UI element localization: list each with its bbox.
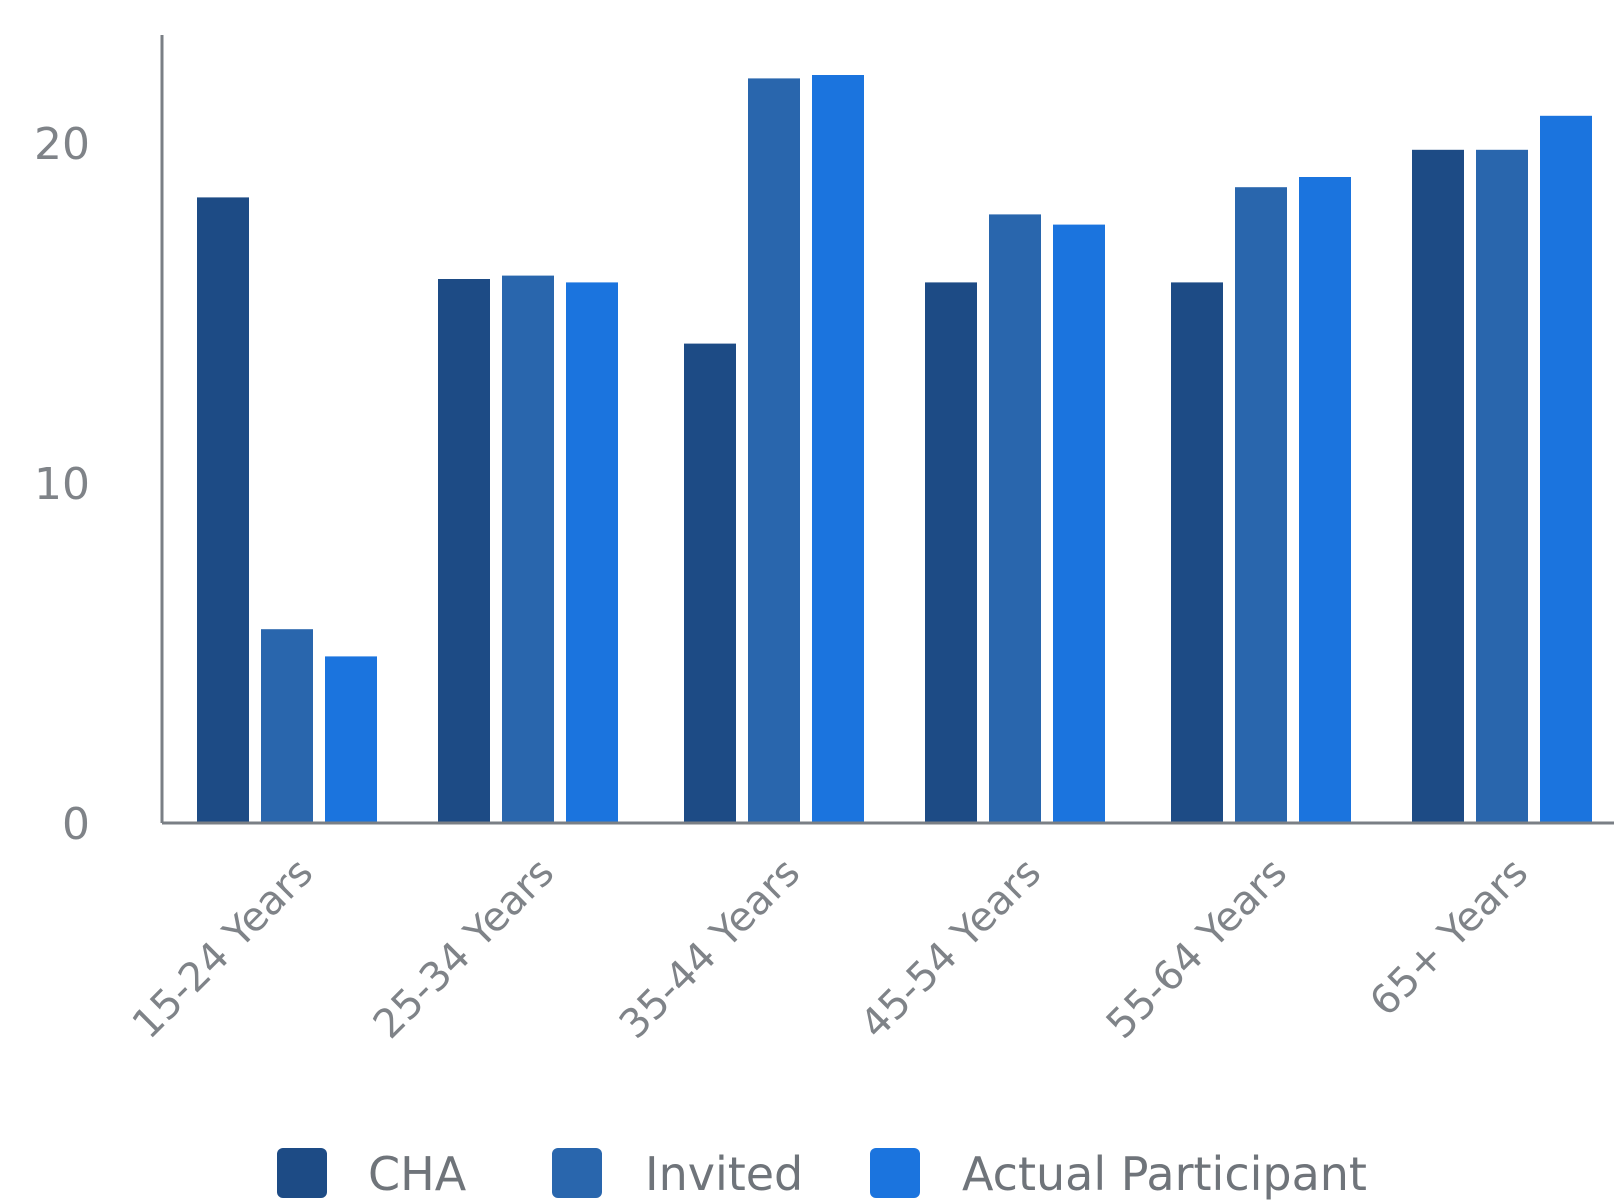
x-category-label: 25-34 Years: [365, 850, 563, 1048]
bar-series-group: [197, 75, 1592, 824]
bar-cha: [684, 343, 736, 823]
legend-swatch-cha: [277, 1148, 327, 1198]
bar-invited: [1476, 149, 1528, 824]
bar-invited: [502, 275, 554, 824]
bar-invited: [261, 629, 313, 823]
legend-label-actual-participant: Actual Participant: [962, 1147, 1367, 1201]
legend: CHA Invited Actual Participant: [277, 1147, 1367, 1201]
bar-actual-participant: [1540, 115, 1592, 824]
y-tick-label: 20: [34, 119, 90, 170]
bar-cha: [438, 279, 490, 823]
bar-actual-participant: [812, 75, 864, 823]
x-category-label: 45-54 Years: [852, 850, 1050, 1048]
legend-label-invited: Invited: [645, 1147, 803, 1201]
x-category-label: 65+ Years: [1361, 850, 1537, 1026]
legend-swatch-invited: [552, 1148, 602, 1198]
bar-cha: [197, 197, 249, 823]
legend-swatch-actual-participant: [870, 1148, 920, 1198]
x-axis-labels: 15-24 Years 25-34 Years 35-44 Years 45-5…: [124, 850, 1537, 1048]
x-category-label: 35-44 Years: [611, 850, 809, 1048]
legend-item-invited: Invited: [552, 1147, 803, 1201]
bar-actual-participant: [325, 656, 377, 823]
bar-actual-participant: [1299, 177, 1351, 823]
bar-invited: [1235, 187, 1287, 823]
legend-label-cha: CHA: [368, 1147, 467, 1201]
y-tick-label: 0: [62, 799, 90, 850]
bar-cha: [925, 282, 977, 823]
x-category-label: 55-64 Years: [1098, 850, 1296, 1048]
bar-invited: [989, 214, 1041, 823]
y-axis-ticks: 0 10 20: [34, 119, 90, 850]
y-tick-label: 10: [34, 459, 90, 510]
legend-item-cha: CHA: [277, 1147, 467, 1201]
bar-actual-participant: [1053, 224, 1105, 824]
bar-cha: [1171, 282, 1223, 823]
bar-cha: [1412, 149, 1464, 824]
x-category-label: 15-24 Years: [124, 850, 322, 1048]
bar-invited: [748, 78, 800, 823]
legend-item-actual-participant: Actual Participant: [870, 1147, 1367, 1201]
bar-actual-participant: [566, 282, 618, 823]
